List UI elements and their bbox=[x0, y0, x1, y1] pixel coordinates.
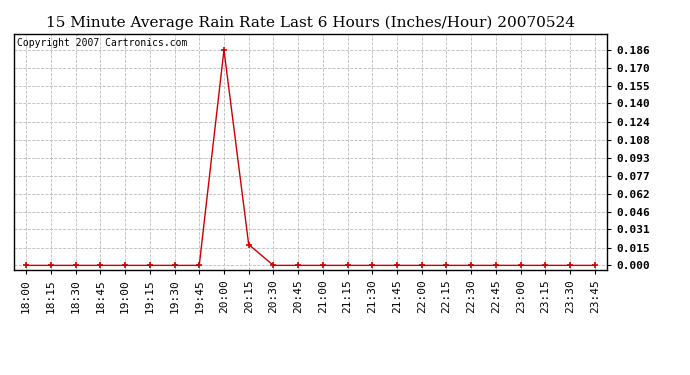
Text: Copyright 2007 Cartronics.com: Copyright 2007 Cartronics.com bbox=[17, 39, 187, 48]
Title: 15 Minute Average Rain Rate Last 6 Hours (Inches/Hour) 20070524: 15 Minute Average Rain Rate Last 6 Hours… bbox=[46, 15, 575, 30]
